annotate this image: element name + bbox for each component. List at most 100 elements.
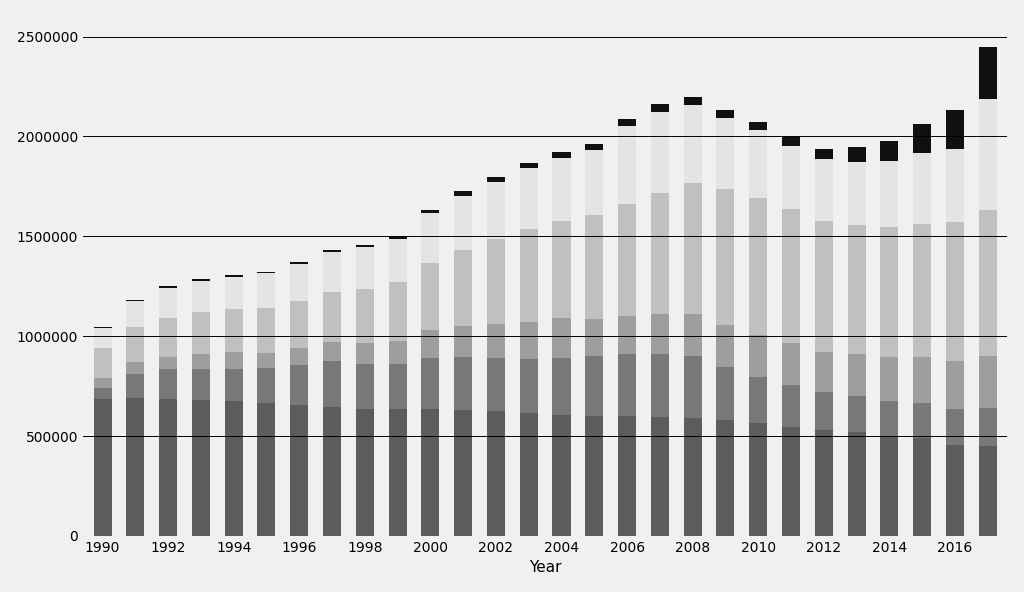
Bar (815, 352, 833, 392)
Bar (651, 355, 669, 417)
Bar (257, 368, 275, 403)
Bar (159, 357, 177, 369)
Bar (750, 198, 767, 335)
Bar (93, 328, 112, 348)
Bar (717, 189, 734, 325)
Bar (224, 401, 243, 536)
Bar (618, 417, 636, 536)
Bar (815, 159, 833, 221)
Bar (159, 398, 177, 536)
Bar (717, 420, 734, 536)
Bar (126, 397, 144, 536)
Bar (881, 160, 898, 227)
Bar (257, 308, 275, 353)
Bar (913, 224, 931, 357)
Bar (487, 358, 505, 411)
Bar (191, 354, 210, 369)
Bar (618, 120, 636, 126)
Bar (946, 149, 964, 222)
Bar (93, 378, 112, 388)
Bar (355, 364, 374, 408)
Bar (323, 250, 341, 252)
Bar (782, 385, 800, 427)
Bar (520, 169, 538, 229)
Bar (881, 401, 898, 436)
Bar (684, 183, 701, 314)
Bar (586, 215, 603, 318)
Bar (388, 364, 407, 409)
Bar (224, 276, 243, 308)
Bar (618, 316, 636, 354)
Bar (848, 224, 865, 354)
Bar (388, 409, 407, 536)
Bar (257, 353, 275, 368)
Bar (881, 358, 898, 401)
Bar (815, 221, 833, 352)
Bar (750, 377, 767, 423)
Bar (159, 288, 177, 318)
Bar (946, 222, 964, 361)
Bar (487, 239, 505, 324)
Bar (586, 150, 603, 215)
Bar (93, 399, 112, 536)
Bar (979, 407, 996, 446)
Bar (651, 104, 669, 112)
Bar (290, 301, 308, 348)
Bar (782, 146, 800, 209)
Bar (224, 275, 243, 276)
Bar (224, 352, 243, 369)
Bar (487, 411, 505, 536)
Bar (520, 413, 538, 536)
Bar (979, 99, 996, 210)
Bar (257, 274, 275, 308)
Bar (455, 410, 472, 536)
Bar (421, 210, 439, 213)
Bar (323, 361, 341, 407)
Bar (815, 149, 833, 159)
Bar (913, 153, 931, 224)
Bar (848, 147, 865, 162)
Bar (782, 137, 800, 146)
Bar (750, 130, 767, 198)
Bar (388, 237, 407, 239)
Bar (323, 342, 341, 361)
Bar (191, 312, 210, 354)
Bar (553, 157, 570, 221)
Bar (421, 330, 439, 358)
Bar (553, 358, 570, 414)
Bar (126, 301, 144, 327)
Bar (651, 112, 669, 193)
Bar (421, 409, 439, 536)
Bar (159, 369, 177, 398)
Bar (651, 193, 669, 314)
Bar (191, 279, 210, 281)
Bar (290, 365, 308, 405)
Bar (848, 162, 865, 224)
Bar (388, 282, 407, 341)
Bar (191, 369, 210, 400)
Bar (553, 318, 570, 358)
Bar (455, 326, 472, 357)
Bar (323, 292, 341, 342)
Bar (553, 414, 570, 536)
Bar (421, 263, 439, 330)
Bar (717, 325, 734, 367)
Bar (717, 118, 734, 189)
Bar (881, 227, 898, 358)
Bar (618, 126, 636, 204)
Bar (946, 410, 964, 445)
Bar (93, 327, 112, 328)
Bar (355, 408, 374, 536)
Bar (913, 403, 931, 437)
Bar (191, 281, 210, 312)
Bar (487, 324, 505, 358)
Bar (388, 341, 407, 364)
Bar (553, 221, 570, 318)
Bar (159, 318, 177, 357)
Bar (93, 388, 112, 399)
Bar (191, 400, 210, 536)
Bar (913, 124, 931, 153)
Bar (651, 314, 669, 355)
Bar (126, 327, 144, 362)
Bar (750, 122, 767, 130)
